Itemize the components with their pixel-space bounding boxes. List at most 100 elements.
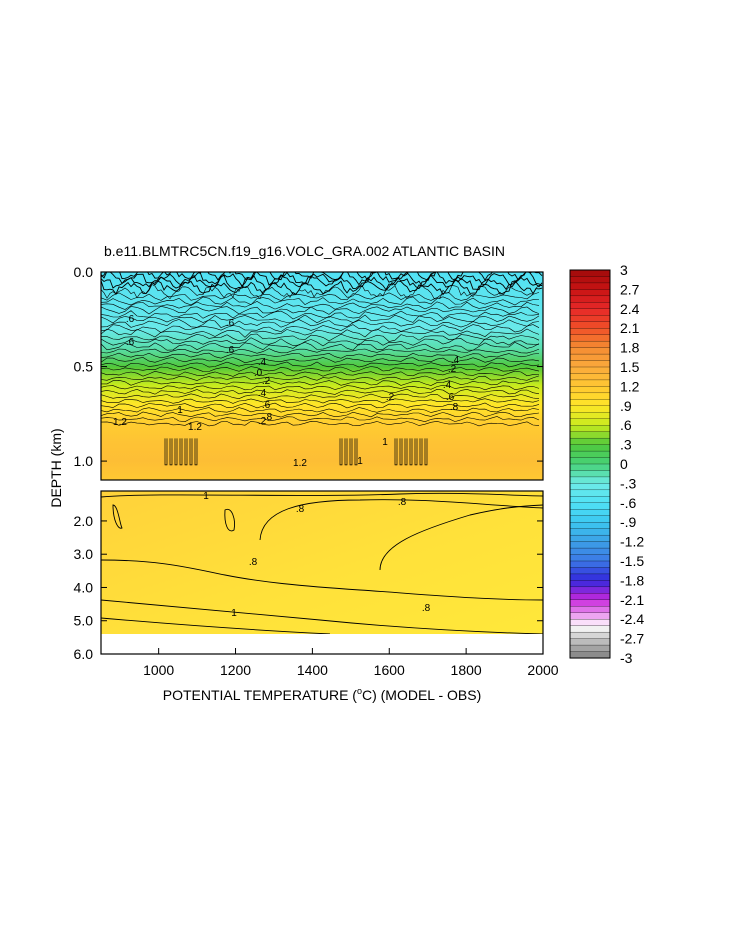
colorbar-band [569,405,611,413]
colorbar-band [569,573,611,581]
upper-contour-line [101,375,540,381]
colorbar-band [569,541,611,549]
contour-label: .4 [258,357,267,368]
colorbar-band [569,308,611,316]
upper-contour-line [414,438,418,466]
upper-contour-line [349,438,353,466]
colorbar-band [569,502,611,510]
contour-label: 1.2 [113,417,127,428]
colorbar-band [569,644,611,653]
upper-contour-labels: .6.6.6.6.4.0.2.4.6.8.4.2.4.6.811.211.2 11… [113,314,460,469]
colorbar-band [569,496,611,504]
contour-label: .8 [450,402,459,413]
upper-contour-line [101,274,543,291]
colorbar-band [569,476,611,484]
colorbar-band [569,302,611,310]
upper-contour-line [101,366,540,372]
lower-contour-line [101,599,543,634]
colorbar-band [569,295,611,303]
lower-contour-line [101,559,543,601]
upper-panel-frame [100,271,544,481]
colorbar-band [569,567,611,575]
colorbar-band [569,315,611,323]
upper-contour-line [399,438,403,466]
y-tick-label: 0.0 [74,264,94,280]
contour-label: 1 [203,491,209,502]
colorbar [569,269,611,659]
contour-label: 1 [177,405,183,416]
colorbar-band [569,269,611,278]
colorbar-band [569,528,611,536]
upper-contour-line [184,438,188,466]
colorbar-band [569,392,611,400]
upper-contour-line [354,438,358,466]
colorbar-band [569,593,611,601]
lower-contour-line [101,617,331,634]
colorbar-band [569,560,611,569]
colorbar-band [569,547,611,556]
contour-label: .4 [258,388,267,399]
colorbar-band [569,328,611,336]
colorbar-band [569,360,611,368]
upper-contour-line [101,398,540,404]
contour-label: .0 [254,368,263,379]
colorbar-label: 0 [620,456,628,472]
colorbar-label: 2.7 [620,281,640,297]
colorbar-band [569,340,611,349]
upper-contour-line [404,438,408,466]
x-axis-label-rest: C) (MODEL - OBS) [362,687,481,703]
upper-contour-line [101,370,540,377]
upper-contour-line [101,319,540,328]
upper-contour-line [101,416,540,423]
lower-contour-line [101,492,543,498]
colorbar-label: 3 [620,262,628,278]
lower-y-axis: 2.0 3.0 4.0 5.0 6.0 [74,513,543,662]
contour-label: .8 [398,497,407,508]
colorbar-band [569,289,611,297]
colorbar-label: -2.4 [620,611,644,627]
upper-contour-line [424,438,428,466]
colorbar-band [569,282,611,290]
contour-label: 1 [382,437,388,448]
colorbar-band [569,483,611,491]
colorbar-label: 2.1 [620,320,640,336]
colorbar-band [569,386,611,394]
upper-contour-line [101,361,540,368]
upper-contour-line [101,379,539,386]
upper-contour-line [101,348,540,354]
colorbar-labels: 3 2.7 2.4 2.1 1.8 1.5 1.2 .9 .6 .3 0 -.3 -.6 -.9 -1.2 -… [620,262,644,666]
colorbar-band [569,489,611,497]
colorbar-label: -.3 [620,475,637,491]
lower-contour-labels: 1 .8 .8 .8 .8 1 [203,491,430,619]
lower-contour-line [112,504,123,529]
colorbar-band [569,470,611,478]
upper-contour-line [101,305,540,315]
colorbar-label: -.9 [620,514,637,530]
lower-panel: 1.8.8.8.81 2.03.04.05.06.0 1000 1200 1400 1… [74,490,559,678]
colorbar-label: -2.7 [620,631,644,647]
colorbar-band [569,522,611,530]
upper-contour-line [164,438,168,466]
colorbar-frame [569,269,611,659]
upper-contour-line [409,438,413,466]
upper-contour-line [101,407,540,413]
upper-panel-contours [101,272,543,466]
upper-contour-line [194,438,198,466]
contour-label: .8 [249,557,258,568]
y-tick-label: 0.5 [74,359,94,375]
colorbar-label: .9 [620,398,632,414]
contour-label: 1 [231,608,237,619]
upper-contour-line [101,388,540,395]
lower-panel-blank [101,634,543,654]
upper-contour-line [419,438,423,466]
colorbar-band [569,444,611,452]
colorbar-band [569,625,611,633]
colorbar-band [569,612,611,620]
x-tick-label: 1200 [220,662,251,678]
colorbar-label: -3 [620,650,633,666]
x-axis-label-main: POTENTIAL TEMPERATURE ( [163,687,358,703]
colorbar-band [569,276,611,284]
contour-label: .8 [422,603,431,614]
upper-contour-line [101,314,540,324]
contour-label: 1.2 [293,458,307,469]
